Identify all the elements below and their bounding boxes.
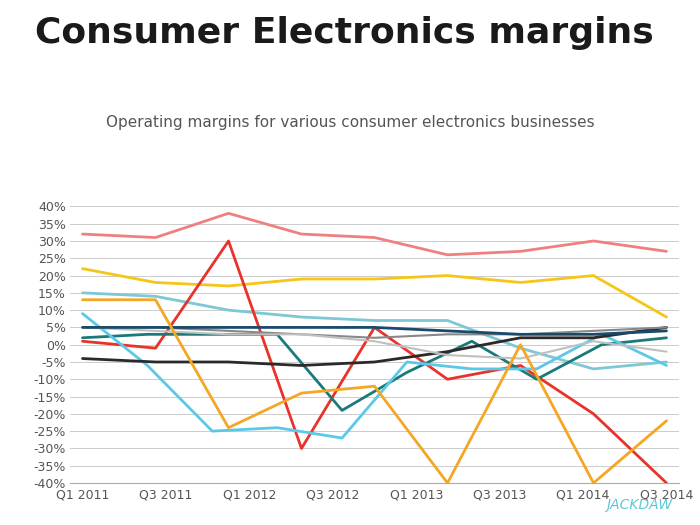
Text: Operating margins for various consumer electronics businesses: Operating margins for various consumer e… [106,116,594,131]
Text: Consumer Electronics margins: Consumer Electronics margins [35,16,654,50]
Text: JACKDAW: JACKDAW [606,498,672,512]
